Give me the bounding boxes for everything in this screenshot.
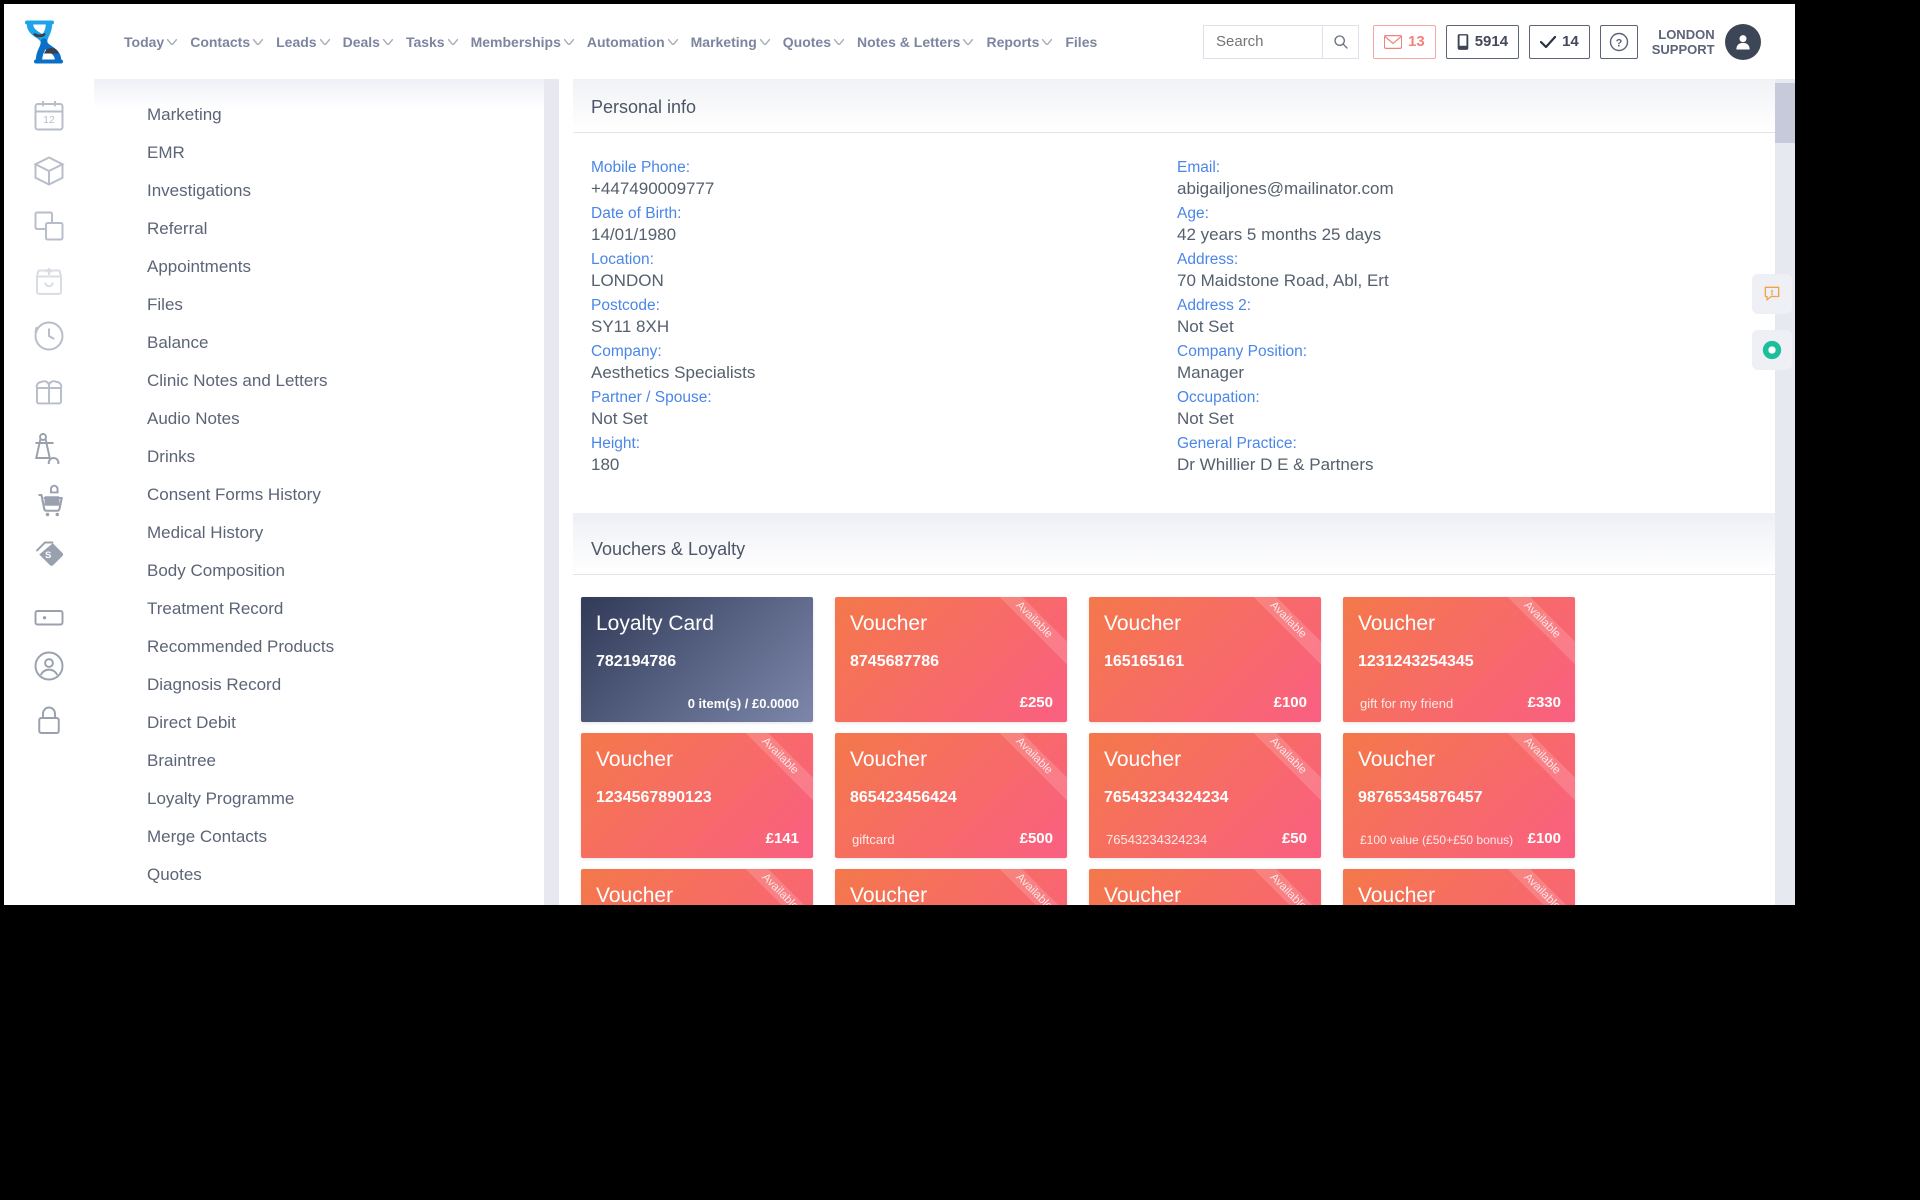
svg-text:?: ? — [1615, 37, 1622, 49]
svg-text:S: S — [45, 550, 51, 561]
svg-text:12: 12 — [43, 114, 55, 126]
